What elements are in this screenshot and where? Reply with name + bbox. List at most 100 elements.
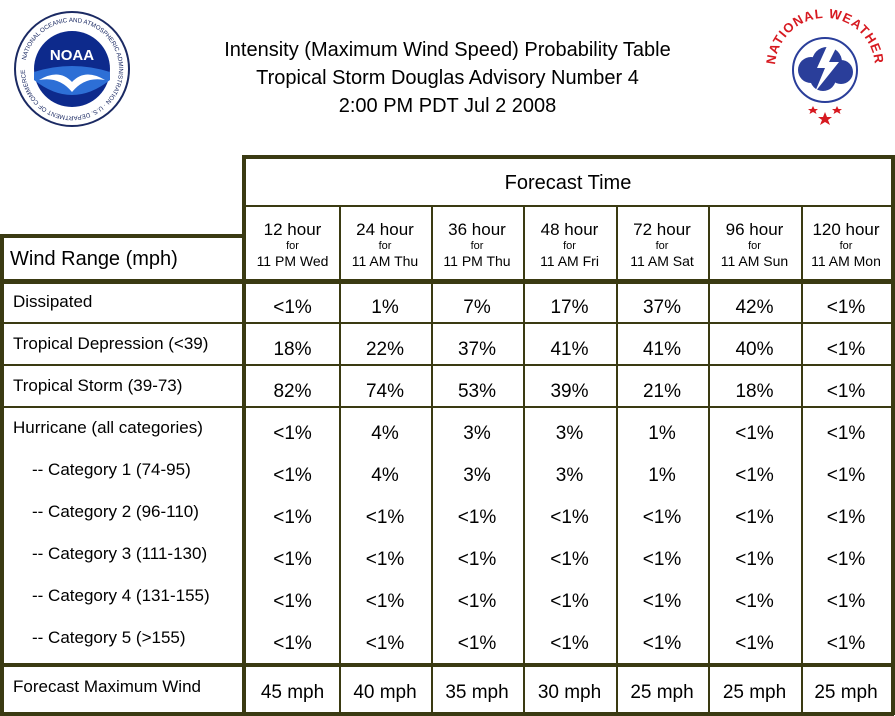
- grid-line: [242, 155, 246, 715]
- grid-line: [708, 207, 710, 715]
- row-label: -- Category 3 (111-130): [32, 544, 208, 563]
- table-cell: 41%: [642, 339, 682, 360]
- table-cell: <1%: [826, 633, 866, 654]
- row-label: Hurricane (all categories): [13, 418, 203, 437]
- table-cell: 37%: [642, 297, 682, 318]
- column-hour: 24 hour: [356, 220, 414, 239]
- table-cell: 82%: [273, 381, 312, 402]
- table-cell: 37%: [457, 339, 497, 360]
- table-cell: <1%: [826, 465, 866, 486]
- table-cell: 21%: [642, 381, 682, 402]
- max-wind-cell: 40 mph: [353, 682, 417, 703]
- table-cell: <1%: [735, 465, 774, 486]
- nws-logo: NATIONAL WEATHER SERVICE: [760, 0, 886, 128]
- table-cell: <1%: [735, 633, 774, 654]
- grid-line: [0, 364, 894, 366]
- grid-line: [242, 155, 894, 159]
- column-hour: 36 hour: [448, 220, 506, 239]
- wind-range-label: Wind Range (mph): [10, 248, 178, 270]
- max-wind-cell: 25 mph: [722, 682, 787, 703]
- row-label: Dissipated: [13, 292, 93, 311]
- table-cell: <1%: [826, 339, 866, 360]
- table-cell: 3%: [555, 465, 584, 486]
- column-header: 72 hour for 11 AM Sat: [616, 220, 708, 270]
- row-label: -- Category 4 (131-155): [32, 586, 210, 605]
- max-wind-label: Forecast Maximum Wind: [13, 677, 201, 696]
- table-cell: <1%: [273, 423, 312, 444]
- grid-line: [0, 234, 246, 238]
- table-cell: 3%: [463, 423, 491, 444]
- grid-line: [0, 279, 894, 284]
- table-cell: 7%: [463, 297, 491, 318]
- table-cell: <1%: [735, 549, 774, 570]
- table-cell: <1%: [365, 549, 405, 570]
- table-cell: <1%: [642, 549, 682, 570]
- table-cell: <1%: [365, 591, 405, 612]
- column-for: for: [839, 240, 853, 252]
- row-label: -- Category 5 (>155): [32, 628, 186, 647]
- grid-line: [0, 712, 894, 716]
- column-time: 11 PM Thu: [443, 253, 511, 269]
- table-cell: <1%: [826, 507, 866, 528]
- max-wind-cell: 25 mph: [630, 682, 694, 703]
- table-cell: <1%: [273, 633, 312, 654]
- table-cell: <1%: [550, 549, 589, 570]
- table-cell: 17%: [550, 297, 589, 318]
- column-time: 11 AM Thu: [351, 253, 419, 269]
- table-cell: 22%: [365, 339, 405, 360]
- table-cell: <1%: [826, 591, 866, 612]
- noaa-logo: NATIONAL OCEANIC AND ATMOSPHERIC ADMINIS…: [13, 10, 131, 128]
- table-cell: <1%: [642, 633, 682, 654]
- title-line-1: Intensity (Maximum Wind Speed) Probabili…: [224, 39, 671, 61]
- table-cell: <1%: [550, 591, 589, 612]
- column-hour: 120 hour: [812, 220, 880, 239]
- column-for: for: [563, 240, 576, 252]
- max-wind-cell: 35 mph: [445, 682, 509, 703]
- grid-line: [431, 207, 433, 715]
- table-cell: <1%: [550, 633, 589, 654]
- table-cell: <1%: [273, 549, 312, 570]
- table-cell: <1%: [735, 423, 774, 444]
- table-cell: <1%: [642, 507, 682, 528]
- column-for: for: [378, 240, 392, 252]
- table-cell: 40%: [735, 339, 774, 360]
- column-time: 11 AM Mon: [811, 253, 881, 269]
- table-cell: <1%: [457, 591, 497, 612]
- table-cell: <1%: [273, 465, 312, 486]
- table-cell: <1%: [735, 591, 774, 612]
- table-cell: 39%: [550, 381, 589, 402]
- column-time: 11 AM Sun: [720, 253, 789, 269]
- column-time: 11 AM Sat: [630, 253, 694, 269]
- row-label: -- Category 2 (96-110): [32, 502, 199, 521]
- column-time: 11 PM Wed: [256, 253, 329, 269]
- table-cell: <1%: [826, 297, 866, 318]
- grid-line: [0, 322, 894, 324]
- row-label: Tropical Depression (<39): [13, 334, 209, 353]
- column-header: 24 hour for 11 AM Thu: [339, 220, 431, 270]
- forecast-time-header: Forecast Time: [504, 172, 632, 194]
- table-cell: <1%: [826, 549, 866, 570]
- grid-line: [801, 207, 803, 715]
- table-cell: 74%: [365, 381, 405, 402]
- title-line-3: 2:00 PM PDT Jul 2 2008: [338, 95, 557, 117]
- table-cell: 4%: [371, 465, 399, 486]
- table-cell: <1%: [273, 591, 312, 612]
- column-time: 11 AM Fri: [540, 253, 599, 269]
- column-header: 36 hour for 11 PM Thu: [431, 220, 523, 270]
- column-header: 96 hour for 11 AM Sun: [708, 220, 801, 270]
- table-cell: <1%: [365, 633, 405, 654]
- table-cell: 53%: [457, 381, 497, 402]
- column-for: for: [748, 240, 761, 252]
- table-cell: 18%: [273, 339, 312, 360]
- table-cell: 3%: [463, 465, 491, 486]
- table-cell: <1%: [457, 507, 497, 528]
- noaa-logo-text: NOAA: [50, 47, 94, 64]
- grid-line: [0, 406, 894, 408]
- table-cell: 18%: [735, 381, 774, 402]
- column-header: 120 hour for 11 AM Mon: [801, 220, 891, 270]
- table-cell: <1%: [365, 507, 405, 528]
- grid-line: [891, 155, 895, 715]
- table-cell: 41%: [550, 339, 589, 360]
